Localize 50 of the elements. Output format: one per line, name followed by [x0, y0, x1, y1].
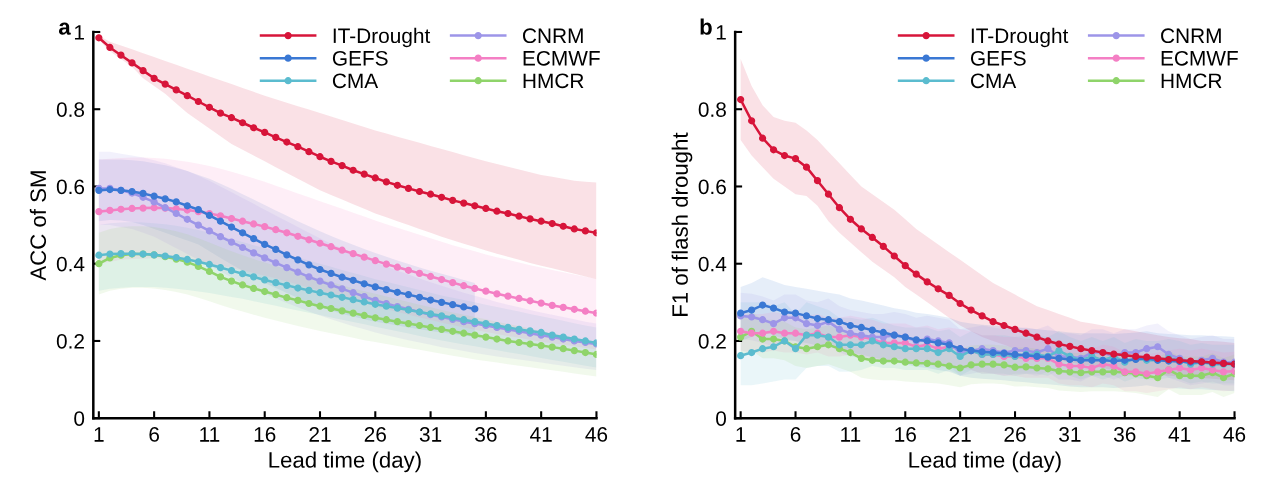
x-tick-label: 16	[254, 427, 276, 442]
legend-label: CMA	[332, 73, 379, 89]
legend-label: GEFS	[970, 50, 1026, 66]
text: a	[58, 22, 71, 35]
y-tick-label: 0	[716, 411, 727, 426]
y-tick-label: 1	[716, 25, 726, 40]
legend-label: CNRM	[522, 28, 583, 44]
x-axis-title: Lead time (day)	[909, 451, 1061, 473]
legend-label: GEFS	[332, 50, 388, 66]
x-axis-title: Lead time (day)	[269, 451, 421, 473]
x-tick-label: 36	[1113, 427, 1136, 442]
x-tick-label: 21	[309, 427, 331, 442]
y-tick-label: 0.2	[698, 333, 726, 349]
x-tick-label: 41	[1168, 427, 1191, 442]
x-tick-label: 31	[419, 427, 442, 442]
x-tick-label: 46	[585, 427, 608, 442]
legend-label: ECMWF	[1161, 50, 1238, 66]
y-tick-label: 0.4	[698, 256, 727, 272]
x-tick-label: 6	[790, 427, 801, 442]
y-tick-label: 0.4	[56, 256, 85, 272]
x-tick-label: 21	[949, 427, 971, 442]
y-tick-label: 1	[74, 25, 84, 40]
x-tick-label: 26	[1004, 427, 1026, 442]
y-axis-title: F1 of flash drought	[671, 132, 693, 316]
legend-label: IT-Drought	[971, 27, 1069, 48]
x-tick-label: 36	[475, 427, 497, 442]
x-tick-label: 41	[530, 427, 552, 442]
legend-label: IT-Drought	[333, 27, 431, 48]
y-tick-label: 0.6	[56, 179, 85, 195]
y-tick-label: 0	[74, 411, 85, 426]
x-tick-label: 26	[364, 427, 386, 442]
x-tick-label: 6	[149, 427, 160, 442]
y-tick-label: 0.6	[698, 179, 726, 195]
x-tick-label: 11	[200, 427, 220, 442]
y-axis-title: ACC of SM	[29, 171, 47, 281]
legend-label: CNRM	[1161, 28, 1221, 44]
legend-label: HMCR	[1161, 73, 1222, 89]
legend-label: ECMWF	[523, 50, 600, 66]
x-tick-label: 11	[841, 427, 861, 442]
x-tick-label: 31	[1059, 427, 1081, 442]
x-tick-label: 1	[94, 427, 104, 442]
y-tick-label: 0.8	[698, 102, 726, 117]
text: b	[700, 18, 712, 35]
legend-label: HMCR	[523, 73, 584, 89]
x-tick-label: 16	[895, 427, 916, 442]
y-tick-label: 0.2	[56, 333, 84, 349]
legend-label: CMA	[970, 73, 1017, 89]
y-tick-label: 0.8	[56, 102, 85, 117]
x-tick-label: 1	[736, 427, 746, 442]
x-tick-label: 46	[1223, 427, 1246, 442]
